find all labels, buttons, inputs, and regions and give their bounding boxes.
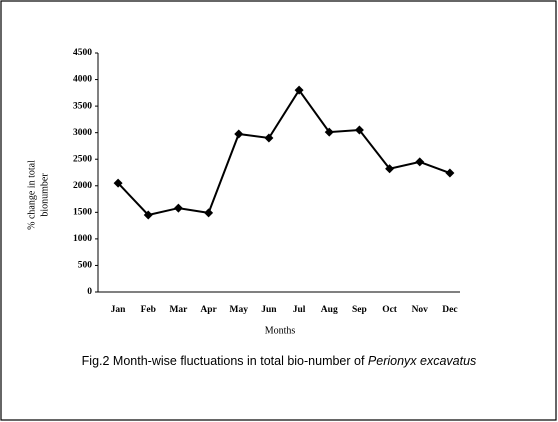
marker	[294, 85, 304, 95]
x-tick-label: Jun	[261, 305, 277, 315]
marker	[324, 127, 334, 137]
caption-species: Perionyx excavatus	[368, 354, 476, 368]
marker	[204, 208, 214, 218]
x-tick-label: Oct	[382, 305, 398, 315]
x-tick-label: May	[230, 305, 249, 315]
y-axis-label: % change in total	[26, 160, 37, 230]
y-tick-label: 1000	[73, 234, 92, 244]
x-tick-label: Nov	[412, 305, 429, 315]
y-tick-label: 3500	[73, 101, 92, 111]
marker	[445, 168, 455, 178]
x-tick-label: Mar	[169, 305, 188, 315]
x-tick-label: Sep	[352, 305, 367, 315]
marker	[264, 133, 274, 143]
x-tick-label: Aug	[321, 305, 338, 315]
x-tick-label: Jul	[293, 305, 306, 315]
y-tick-label: 0	[87, 287, 92, 297]
marker	[415, 157, 425, 167]
y-tick-label: 500	[78, 261, 93, 271]
data-line	[117, 88, 451, 217]
marker	[385, 164, 395, 174]
x-tick-label: Jan	[111, 305, 127, 315]
y-tick-label: 2000	[73, 181, 92, 191]
y-axis-label: bionumber	[39, 173, 50, 217]
y-tick-label: 4000	[73, 75, 92, 85]
marker	[354, 125, 364, 135]
y-tick-label: 4500	[73, 48, 92, 58]
x-tick-label: Apr	[200, 305, 217, 315]
marker	[173, 203, 183, 213]
caption: Fig.2 Month-wise fluctuations in total b…	[82, 354, 477, 368]
marker	[143, 210, 153, 220]
marker	[234, 129, 244, 139]
x-tick-label: Feb	[141, 305, 156, 315]
x-axis-label: Months	[265, 325, 296, 336]
y-tick-label: 1500	[73, 208, 92, 218]
caption-text: Fig.2 Month-wise fluctuations in total b…	[82, 354, 368, 368]
x-tick-label: Dec	[442, 305, 457, 315]
y-tick-label: 3000	[73, 128, 92, 138]
marker	[113, 178, 123, 188]
y-tick-label: 2500	[73, 154, 92, 164]
